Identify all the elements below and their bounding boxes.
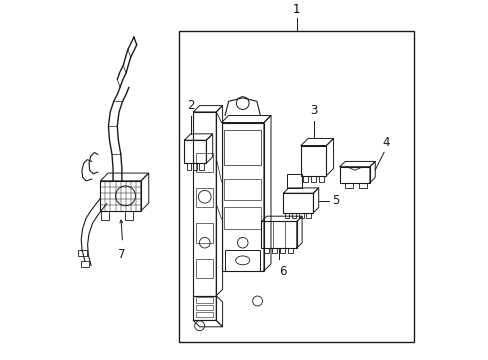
Text: 6: 6 (279, 265, 286, 278)
Bar (224, 179, 261, 200)
Bar (224, 130, 261, 165)
Bar (318, 176, 323, 182)
Bar (125, 211, 133, 220)
Bar (224, 250, 260, 271)
Bar (199, 163, 203, 170)
Text: 1: 1 (292, 3, 300, 16)
Bar (196, 153, 213, 172)
Bar (196, 188, 213, 207)
Bar (224, 207, 261, 229)
Bar (196, 223, 213, 243)
Bar (310, 176, 315, 182)
Bar (264, 248, 269, 253)
Bar (261, 221, 296, 248)
Bar (196, 258, 213, 278)
Bar (193, 112, 216, 296)
Bar (81, 261, 89, 267)
Bar (179, 31, 413, 342)
Bar (196, 297, 213, 303)
Bar (283, 193, 313, 213)
Bar (78, 251, 86, 256)
Bar (184, 140, 206, 163)
Text: 2: 2 (187, 99, 194, 112)
Bar (299, 213, 303, 218)
Bar (286, 174, 301, 188)
Bar (101, 211, 109, 220)
Bar (100, 181, 141, 211)
Text: 7: 7 (118, 248, 125, 261)
Bar (345, 183, 352, 188)
Bar (339, 167, 369, 183)
Bar (287, 248, 292, 253)
Bar (186, 163, 190, 170)
Bar (196, 312, 213, 317)
Bar (193, 296, 216, 320)
Bar (192, 163, 197, 170)
Bar (303, 176, 307, 182)
Bar (196, 305, 213, 310)
Bar (292, 213, 296, 218)
Bar (301, 145, 326, 176)
Bar (359, 183, 366, 188)
Bar (271, 248, 276, 253)
Text: 5: 5 (331, 194, 339, 207)
Text: 3: 3 (309, 104, 317, 117)
Bar (279, 248, 284, 253)
Bar (285, 213, 289, 218)
Bar (221, 122, 264, 271)
Text: 4: 4 (381, 136, 389, 149)
Bar (305, 213, 310, 218)
